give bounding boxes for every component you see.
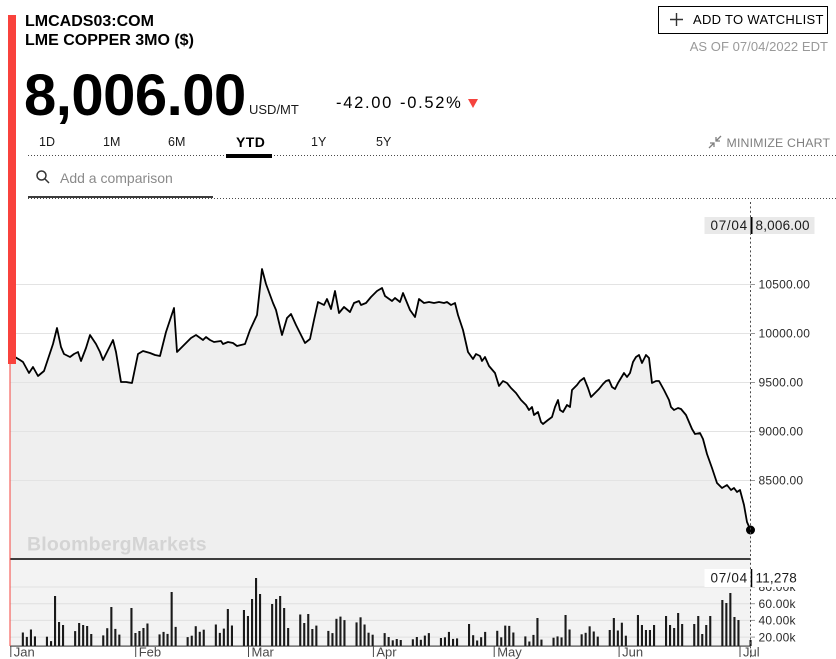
svg-text:Jan: Jan: [14, 645, 35, 659]
svg-text:20.00k: 20.00k: [759, 630, 797, 644]
svg-text:8500.00: 8500.00: [759, 474, 804, 488]
svg-text:11,278: 11,278: [756, 571, 798, 586]
svg-text:9000.00: 9000.00: [759, 425, 804, 439]
svg-text:10000.00: 10000.00: [759, 327, 811, 341]
svg-text:10500.00: 10500.00: [759, 278, 811, 292]
svg-text:07/04: 07/04: [711, 218, 748, 233]
svg-text:60.00k: 60.00k: [759, 597, 797, 611]
svg-text:40.00k: 40.00k: [759, 614, 797, 628]
svg-text:07/04: 07/04: [711, 571, 748, 586]
svg-text:8,006.00: 8,006.00: [756, 218, 810, 233]
svg-text:Mar: Mar: [252, 645, 275, 659]
svg-text:Jul: Jul: [743, 645, 760, 659]
svg-text:BloombergMarkets: BloombergMarkets: [27, 534, 207, 556]
svg-text:9500.00: 9500.00: [759, 376, 804, 390]
svg-text:May: May: [497, 645, 522, 659]
svg-text:Jun: Jun: [622, 645, 643, 659]
svg-text:Feb: Feb: [139, 645, 161, 659]
svg-text:Apr: Apr: [376, 645, 397, 659]
